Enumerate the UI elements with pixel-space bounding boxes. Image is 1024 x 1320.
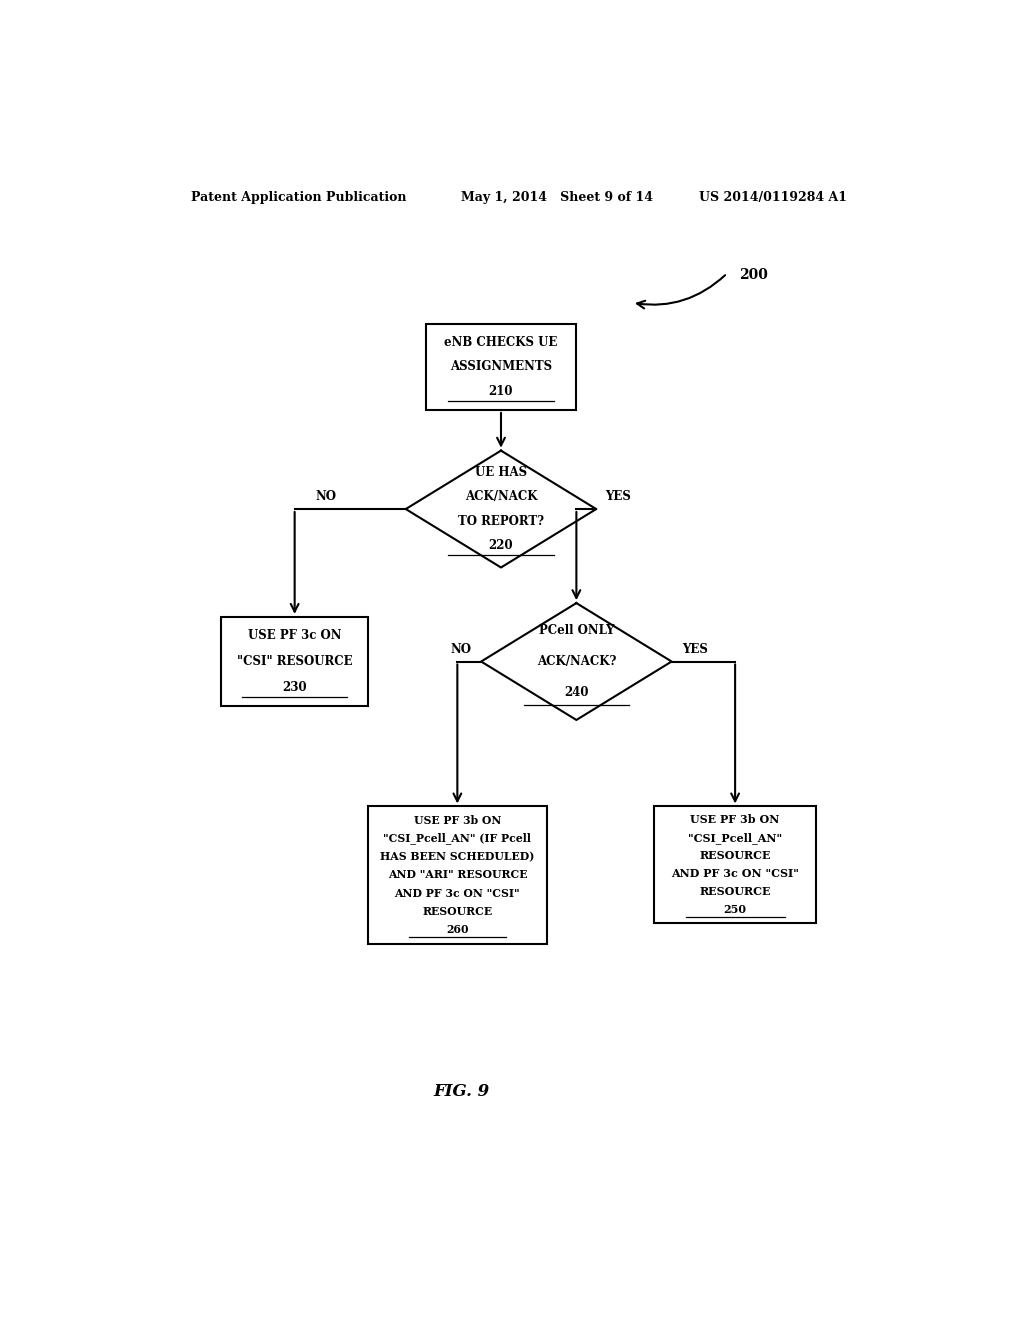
Bar xyxy=(426,323,577,411)
Bar xyxy=(221,616,368,706)
Text: NO: NO xyxy=(451,643,472,656)
Text: RESOURCE: RESOURCE xyxy=(699,850,771,862)
Text: FIG. 9: FIG. 9 xyxy=(433,1082,489,1100)
Text: 220: 220 xyxy=(488,539,513,552)
Text: RESOURCE: RESOURCE xyxy=(422,906,493,917)
Text: ACK/NACK?: ACK/NACK? xyxy=(537,655,616,668)
Text: YES: YES xyxy=(682,643,709,656)
Text: "CSI_Pcell_AN": "CSI_Pcell_AN" xyxy=(688,832,782,843)
Text: 210: 210 xyxy=(488,385,513,397)
Text: HAS BEEN SCHEDULED): HAS BEEN SCHEDULED) xyxy=(380,851,535,862)
Text: eNB CHECKS UE: eNB CHECKS UE xyxy=(444,335,558,348)
Text: USE PF 3b ON: USE PF 3b ON xyxy=(414,814,501,825)
Text: AND PF 3c ON "CSI": AND PF 3c ON "CSI" xyxy=(671,869,799,879)
Text: US 2014/0119284 A1: US 2014/0119284 A1 xyxy=(699,190,848,203)
Text: USE PF 3b ON: USE PF 3b ON xyxy=(690,814,780,825)
Text: Patent Application Publication: Patent Application Publication xyxy=(191,190,407,203)
Text: "CSI" RESOURCE: "CSI" RESOURCE xyxy=(237,655,352,668)
Bar xyxy=(368,807,547,944)
Text: 200: 200 xyxy=(739,268,768,282)
Text: 230: 230 xyxy=(283,681,307,693)
Text: May 1, 2014   Sheet 9 of 14: May 1, 2014 Sheet 9 of 14 xyxy=(461,190,653,203)
Text: AND "ARI" RESOURCE: AND "ARI" RESOURCE xyxy=(388,870,527,880)
Text: ASSIGNMENTS: ASSIGNMENTS xyxy=(450,360,552,374)
Text: AND PF 3c ON "CSI": AND PF 3c ON "CSI" xyxy=(394,888,520,899)
Text: PCell ONLY: PCell ONLY xyxy=(539,624,614,638)
Text: ACK/NACK: ACK/NACK xyxy=(465,491,538,503)
Text: 240: 240 xyxy=(564,686,589,698)
Text: YES: YES xyxy=(605,490,631,503)
Text: "CSI_Pcell_AN" (IF Pcell: "CSI_Pcell_AN" (IF Pcell xyxy=(383,833,531,845)
Text: NO: NO xyxy=(315,490,337,503)
Text: TO REPORT?: TO REPORT? xyxy=(458,515,544,528)
Text: USE PF 3c ON: USE PF 3c ON xyxy=(248,630,341,643)
Text: RESOURCE: RESOURCE xyxy=(699,886,771,898)
Bar xyxy=(653,807,816,923)
Text: 250: 250 xyxy=(724,904,746,915)
Text: 260: 260 xyxy=(446,924,469,936)
Text: UE HAS: UE HAS xyxy=(475,466,527,479)
